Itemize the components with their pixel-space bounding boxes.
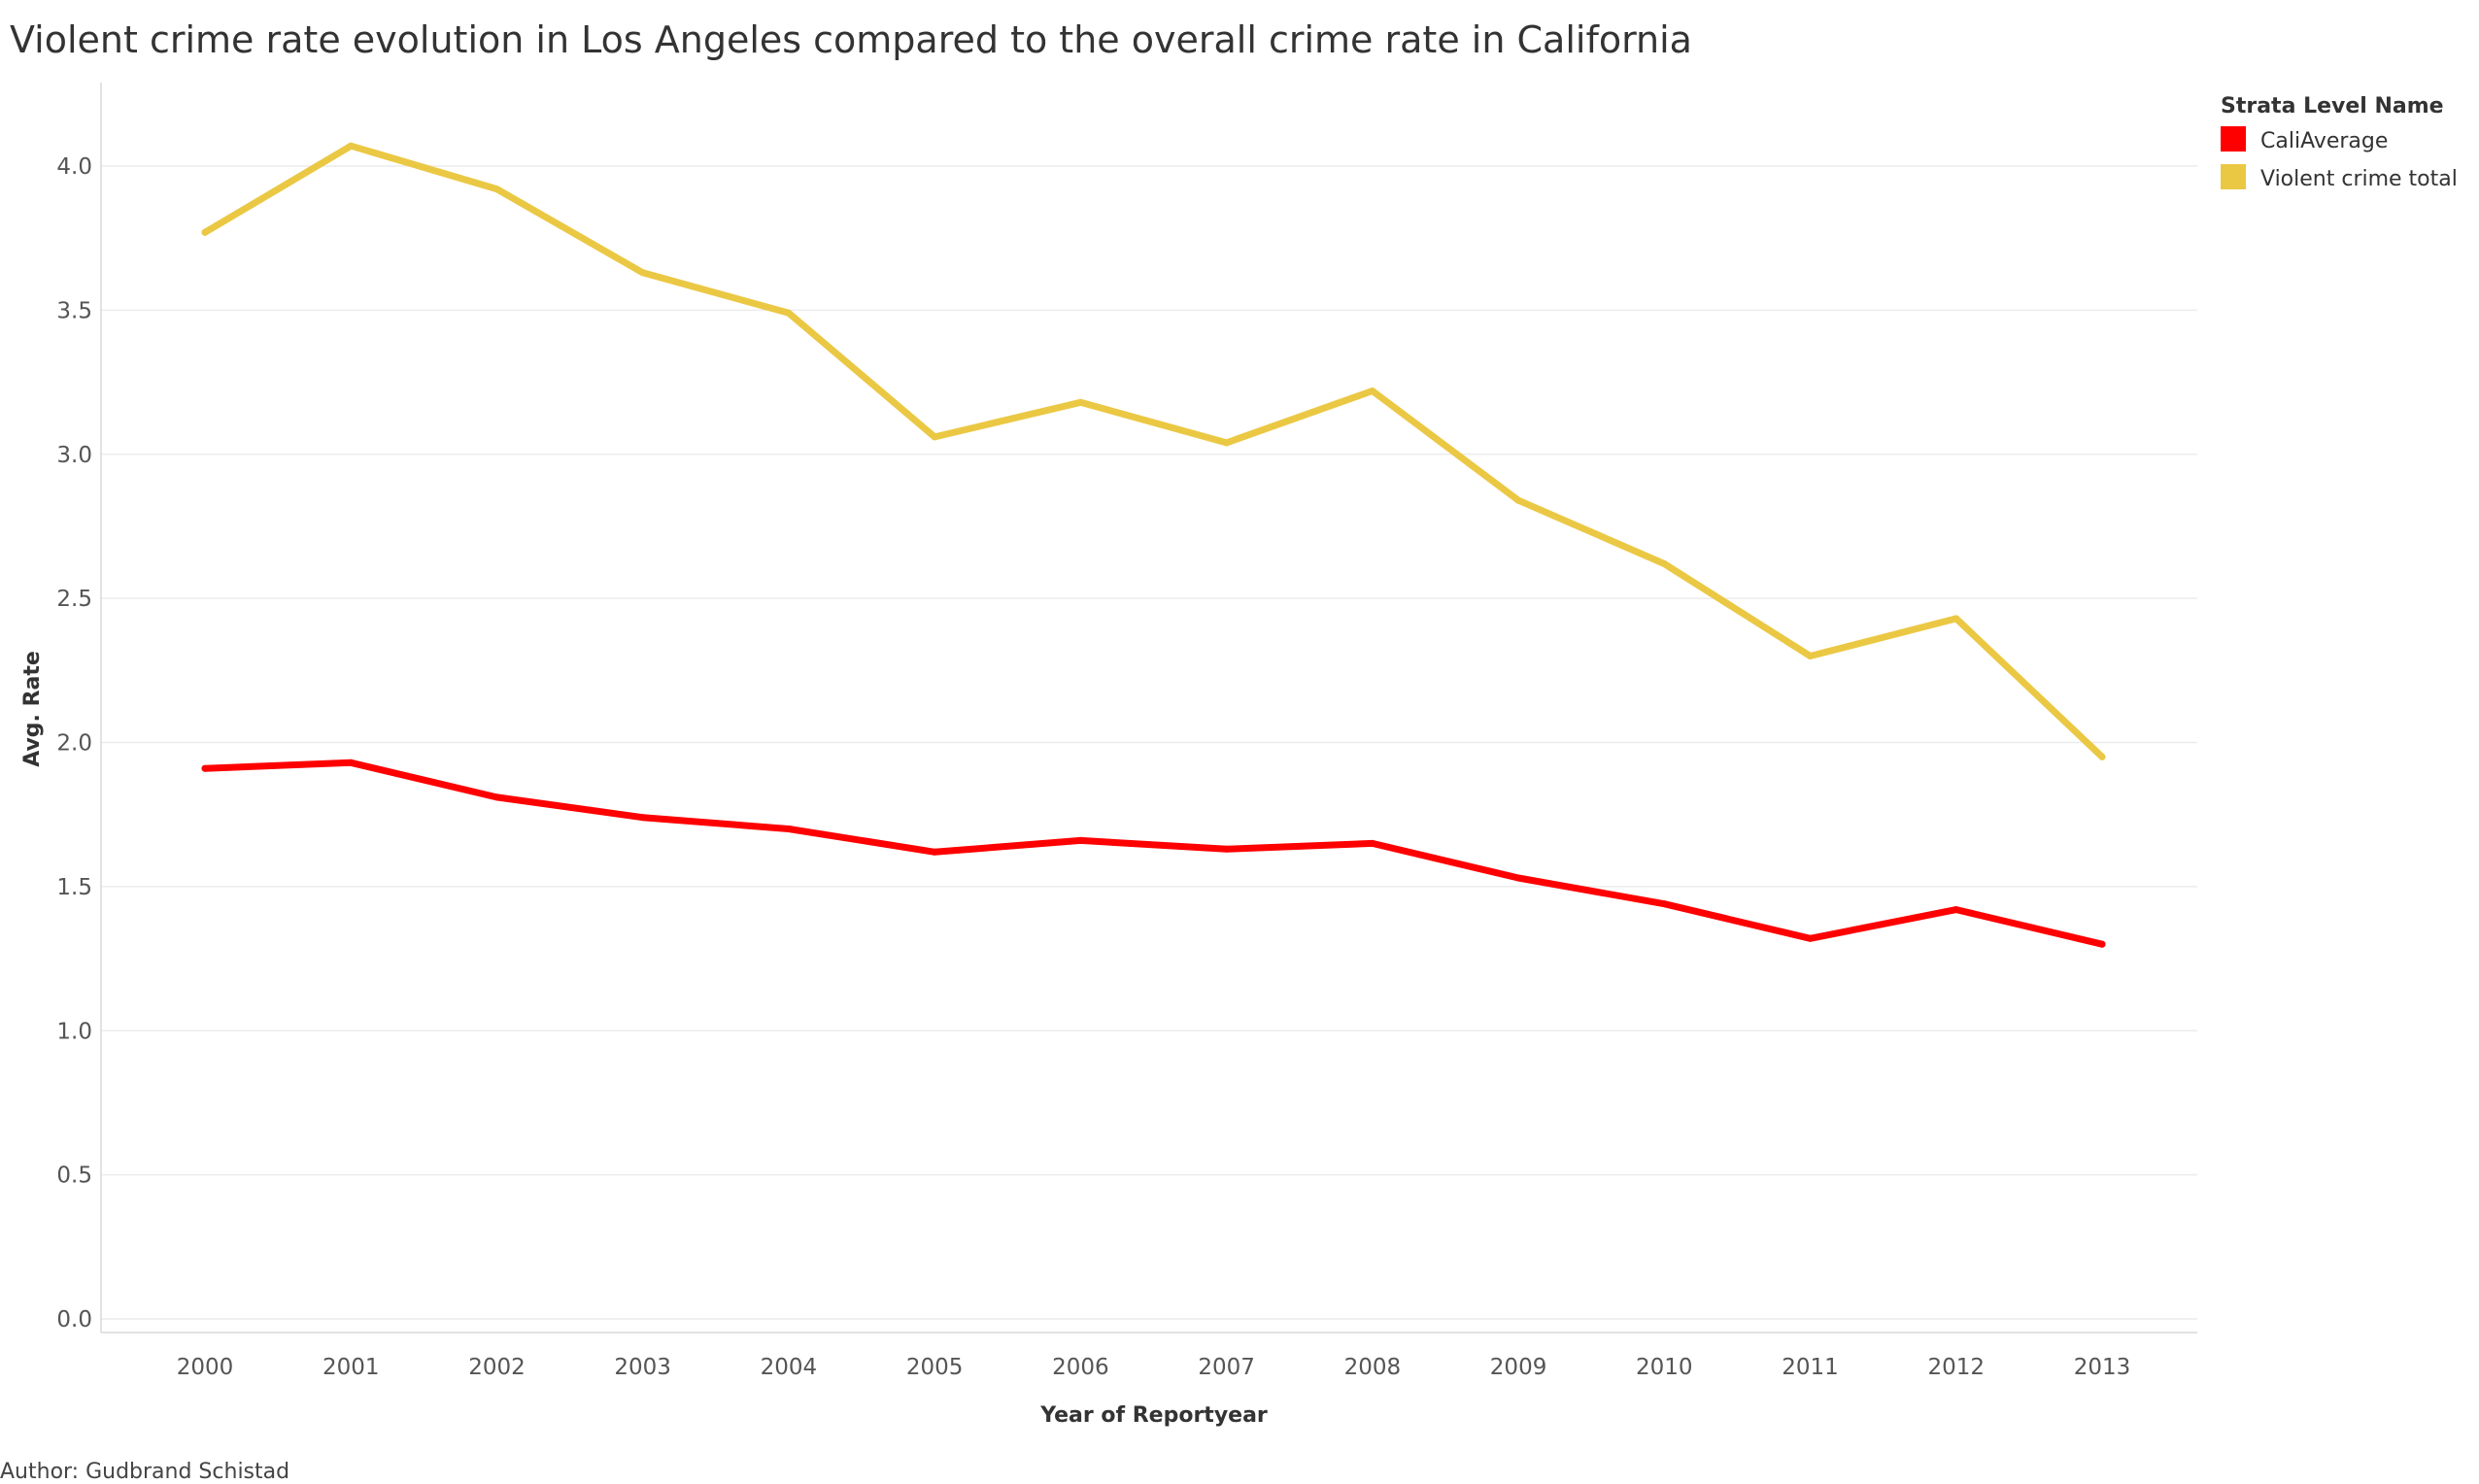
data-point[interactable] xyxy=(1514,874,1522,882)
x-tick-label: 2009 xyxy=(1490,1355,1547,1380)
x-tick-label: 2012 xyxy=(1927,1355,1985,1380)
data-point[interactable] xyxy=(1953,906,1960,914)
data-point[interactable] xyxy=(931,848,938,856)
data-point[interactable] xyxy=(639,269,647,277)
series-line-violent-crime-total[interactable] xyxy=(201,142,2106,760)
data-point[interactable] xyxy=(1660,900,1668,908)
x-tick-label: 2002 xyxy=(468,1355,526,1380)
x-tick-label: 2011 xyxy=(1782,1355,1839,1380)
x-tick-label: 2006 xyxy=(1052,1355,1109,1380)
y-tick-label: 1.5 xyxy=(56,875,92,900)
data-point[interactable] xyxy=(1223,845,1231,853)
y-tick-label: 2.0 xyxy=(56,731,92,757)
y-tick-label: 1.0 xyxy=(56,1019,92,1044)
data-point[interactable] xyxy=(1369,387,1376,394)
data-point[interactable] xyxy=(2098,940,2106,948)
x-axis: 2000 2001 2002 2003 2004 2005 2006 2007 2008 2009… xyxy=(177,1355,2131,1380)
data-point[interactable] xyxy=(492,186,500,193)
data-point[interactable] xyxy=(1514,496,1522,504)
author-note: Author: Gudbrand Schistad xyxy=(0,1460,289,1484)
data-point[interactable] xyxy=(1076,836,1084,844)
y-tick-label: 0.0 xyxy=(56,1307,92,1332)
legend-title: Strata Level Name xyxy=(2221,94,2444,118)
series-line-caliaverage[interactable] xyxy=(201,759,2106,948)
plot-area xyxy=(201,142,2106,948)
legend[interactable]: Strata Level Name CaliAverage Violent cri… xyxy=(2221,94,2458,191)
data-point[interactable] xyxy=(1953,615,1960,623)
data-point[interactable] xyxy=(785,309,793,317)
data-point[interactable] xyxy=(347,142,355,150)
x-tick-label: 2000 xyxy=(177,1355,234,1380)
x-tick-label: 2004 xyxy=(761,1355,818,1380)
y-tick-label: 3.0 xyxy=(56,443,92,468)
data-point[interactable] xyxy=(347,759,355,766)
legend-item-label: Violent crime total xyxy=(2260,167,2458,191)
legend-item-label: CaliAverage xyxy=(2260,129,2388,153)
x-axis-label: Year of Reportyear xyxy=(1039,1403,1268,1428)
data-point[interactable] xyxy=(201,228,209,236)
chart-title: Violent crime rate evolution in Los Ange… xyxy=(10,18,1692,61)
data-point[interactable] xyxy=(931,433,938,441)
y-tick-label: 4.0 xyxy=(56,154,92,180)
data-point[interactable] xyxy=(1223,439,1231,447)
data-point[interactable] xyxy=(1660,560,1668,568)
x-tick-label: 2010 xyxy=(1636,1355,1693,1380)
data-point[interactable] xyxy=(201,764,209,772)
legend-swatch xyxy=(2221,164,2246,189)
data-point[interactable] xyxy=(639,814,647,822)
data-point[interactable] xyxy=(2098,753,2106,760)
data-point[interactable] xyxy=(785,826,793,833)
x-tick-label: 2003 xyxy=(614,1355,671,1380)
gridlines xyxy=(100,83,2197,1333)
data-point[interactable] xyxy=(1369,839,1376,847)
y-axis: 0.0 0.5 1.0 1.5 2.0 2.5 3.0 3.5 4.0 xyxy=(56,154,92,1332)
y-tick-label: 2.5 xyxy=(56,587,92,612)
x-tick-label: 2008 xyxy=(1344,1355,1402,1380)
y-tick-label: 0.5 xyxy=(56,1164,92,1189)
data-point[interactable] xyxy=(492,793,500,801)
data-point[interactable] xyxy=(1076,398,1084,406)
x-tick-label: 2005 xyxy=(906,1355,964,1380)
data-point[interactable] xyxy=(1807,934,1815,942)
y-tick-label: 3.5 xyxy=(56,298,92,323)
legend-swatch xyxy=(2221,126,2246,152)
x-tick-label: 2001 xyxy=(323,1355,380,1380)
y-axis-label: Avg. Rate xyxy=(20,651,45,767)
data-point[interactable] xyxy=(1807,652,1815,659)
x-tick-label: 2013 xyxy=(2074,1355,2131,1380)
x-tick-label: 2007 xyxy=(1198,1355,1255,1380)
